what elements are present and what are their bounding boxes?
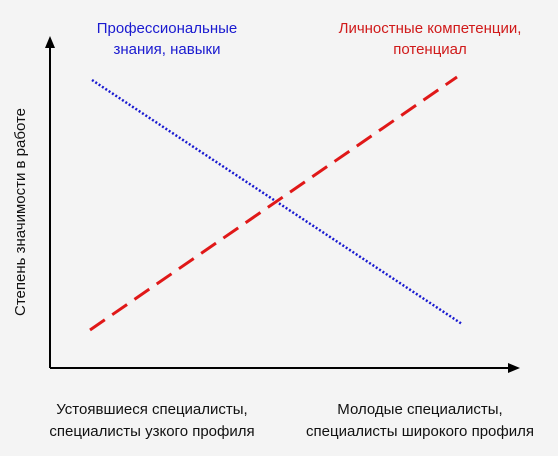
line-label: Профессиональные [97,20,237,37]
x-axis-label: Устоявшиеся специалисты, [56,401,247,418]
line-label: потенциал [393,41,467,58]
y-axis-label: Степень значимости в работе [12,108,29,316]
x-axis-label: специалисты широкого профиля [306,423,534,440]
x-axis-arrow [508,363,520,373]
personal-line [89,75,458,332]
y-axis-arrow [45,36,55,48]
line-label: знания, навыки [114,41,221,58]
x-axis-label: специалисты узкого профиля [49,423,254,440]
x-axis-label: Молодые специалисты, [337,401,502,418]
line-label: Личностные компетенции, [339,20,522,37]
